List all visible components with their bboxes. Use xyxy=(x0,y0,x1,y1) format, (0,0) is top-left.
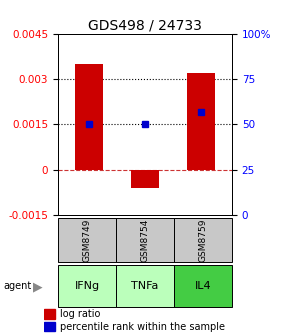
Bar xyxy=(174,218,232,262)
Text: GSM8754: GSM8754 xyxy=(140,218,150,262)
Bar xyxy=(131,170,159,188)
Bar xyxy=(174,265,232,307)
Bar xyxy=(44,322,55,331)
Text: IFNg: IFNg xyxy=(75,282,99,291)
Bar xyxy=(187,73,215,170)
Bar xyxy=(116,265,174,307)
Text: GSM8759: GSM8759 xyxy=(198,218,208,262)
Title: GDS498 / 24733: GDS498 / 24733 xyxy=(88,18,202,33)
Text: ▶: ▶ xyxy=(33,280,43,293)
Bar xyxy=(75,64,103,170)
Text: IL4: IL4 xyxy=(195,282,211,291)
Text: agent: agent xyxy=(3,282,31,291)
Text: percentile rank within the sample: percentile rank within the sample xyxy=(60,322,225,332)
Bar xyxy=(44,309,55,319)
Text: TNFa: TNFa xyxy=(131,282,159,291)
Bar xyxy=(58,265,116,307)
Bar xyxy=(116,218,174,262)
Bar xyxy=(58,218,116,262)
Text: GSM8749: GSM8749 xyxy=(82,218,92,262)
Text: log ratio: log ratio xyxy=(60,309,100,319)
